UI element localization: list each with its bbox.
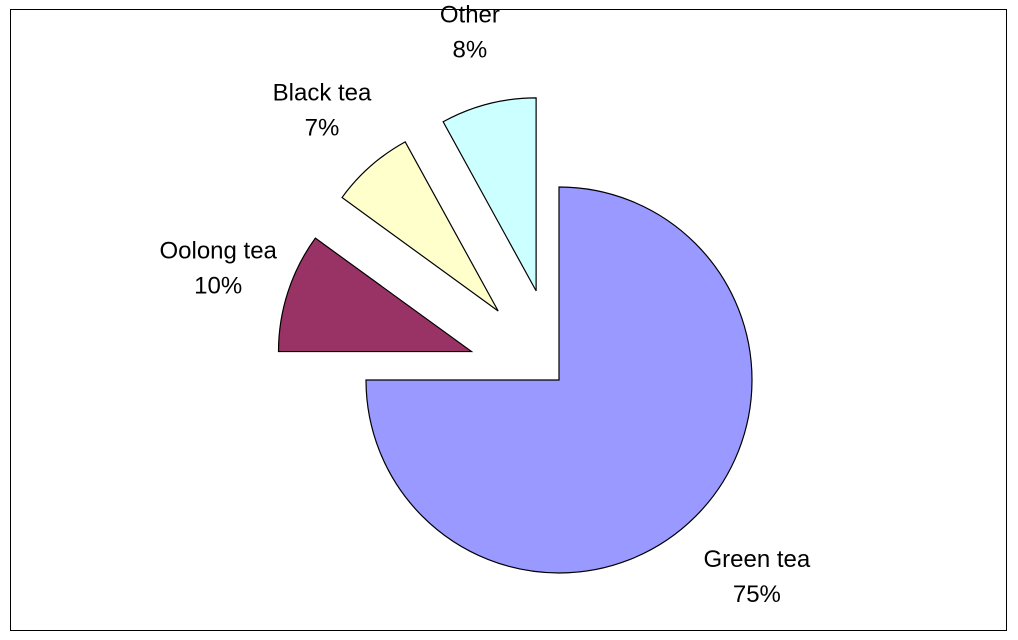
pie-slice (341, 141, 499, 312)
pie-slice (277, 237, 474, 353)
slice-label: Oolong tea (159, 238, 277, 265)
pie-slice (442, 97, 537, 292)
slice-value-label: 75% (733, 581, 781, 608)
slice-label: Green tea (704, 546, 811, 573)
slice-label: Other (440, 1, 500, 28)
slice-value-label: 8% (453, 36, 488, 63)
slice-value-label: 7% (305, 115, 340, 142)
slice-label: Black tea (273, 80, 372, 107)
pie-slice (365, 186, 753, 574)
slice-value-label: 10% (194, 273, 242, 300)
